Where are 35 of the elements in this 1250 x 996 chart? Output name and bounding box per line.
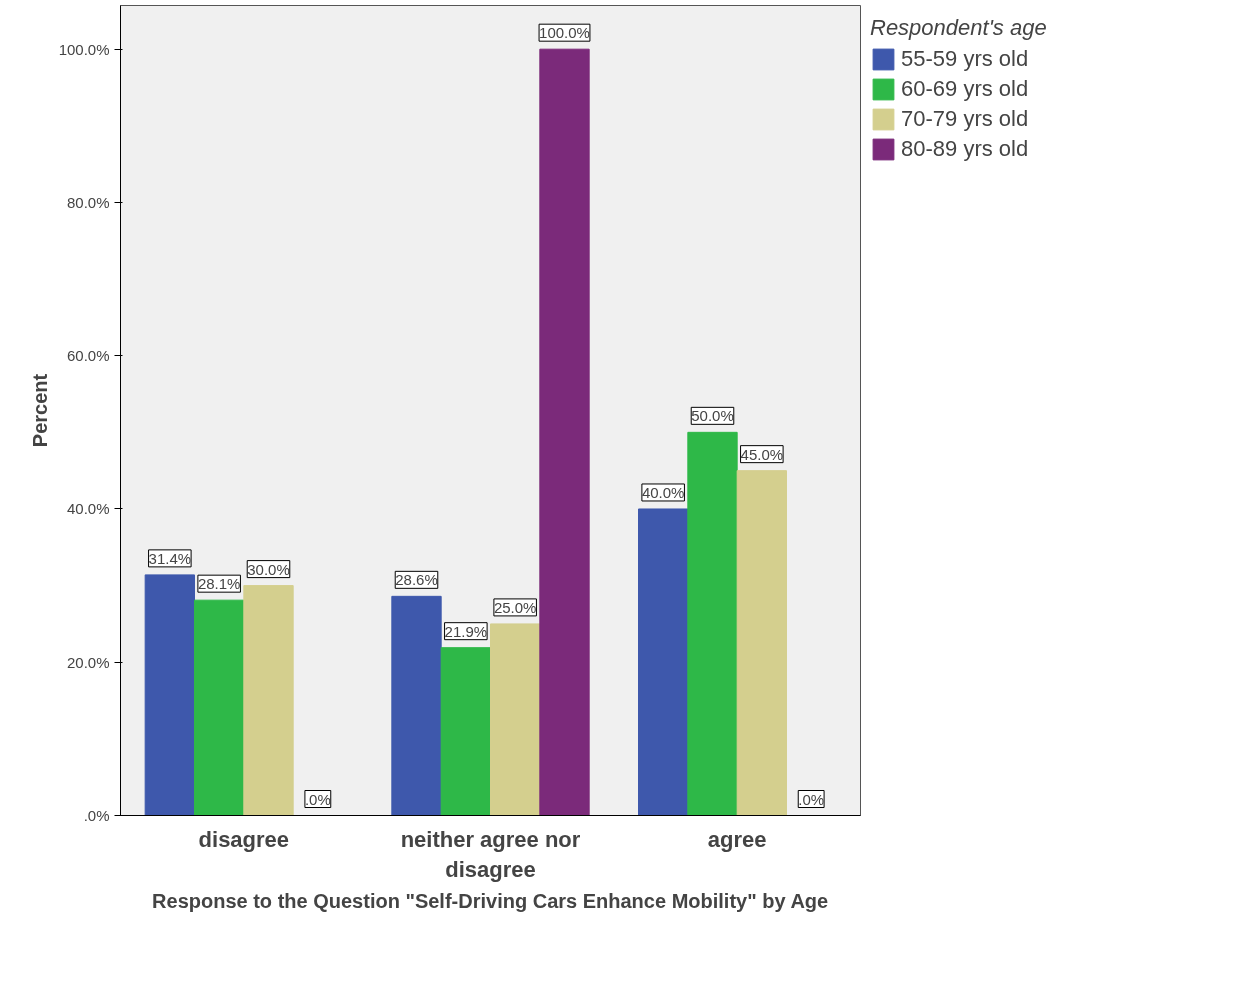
legend-label: 70-79 yrs old [901,106,1029,132]
x-axis-title: Response to the Question "Self-Driving Cars Enhance Mobility" by Age [152,889,829,912]
bar [440,647,491,816]
y-axis-title: Percent [28,373,51,448]
legend-label: 55-59 yrs old [901,46,1029,72]
data-label: 28.1% [197,575,241,593]
y-tick-label: 80.0% [66,193,110,211]
bar [243,585,294,816]
bar [194,599,245,816]
x-tick-label: disagree [198,826,290,852]
data-label: 31.4% [148,549,192,567]
bar [490,623,541,816]
y-tick-label: 100.0% [58,40,110,58]
x-tick-label: agree [707,826,767,852]
data-label: .0% [304,790,331,808]
bar [736,470,787,816]
y-tick-label: 60.0% [66,347,110,365]
data-label: 28.6% [395,571,438,589]
bar [391,595,442,816]
bar [144,574,195,816]
y-tick-label: 20.0% [66,653,110,671]
data-label: 30.0% [247,560,290,578]
legend-title: Respondent's age [870,15,1047,41]
x-tick-label: neither agree nor disagree [400,826,581,882]
y-tick-label: .0% [83,807,110,824]
legend-label: 80-89 yrs old [901,136,1029,162]
bar [638,508,689,816]
data-label: 25.0% [493,598,537,616]
data-label: 50.0% [691,407,734,425]
data-label: 21.9% [444,622,488,640]
bar [687,431,738,816]
y-tick-label: 40.0% [66,500,110,518]
data-label: 40.0% [641,483,685,501]
legend-label: 60-69 yrs old [901,76,1029,102]
bar [539,48,590,816]
